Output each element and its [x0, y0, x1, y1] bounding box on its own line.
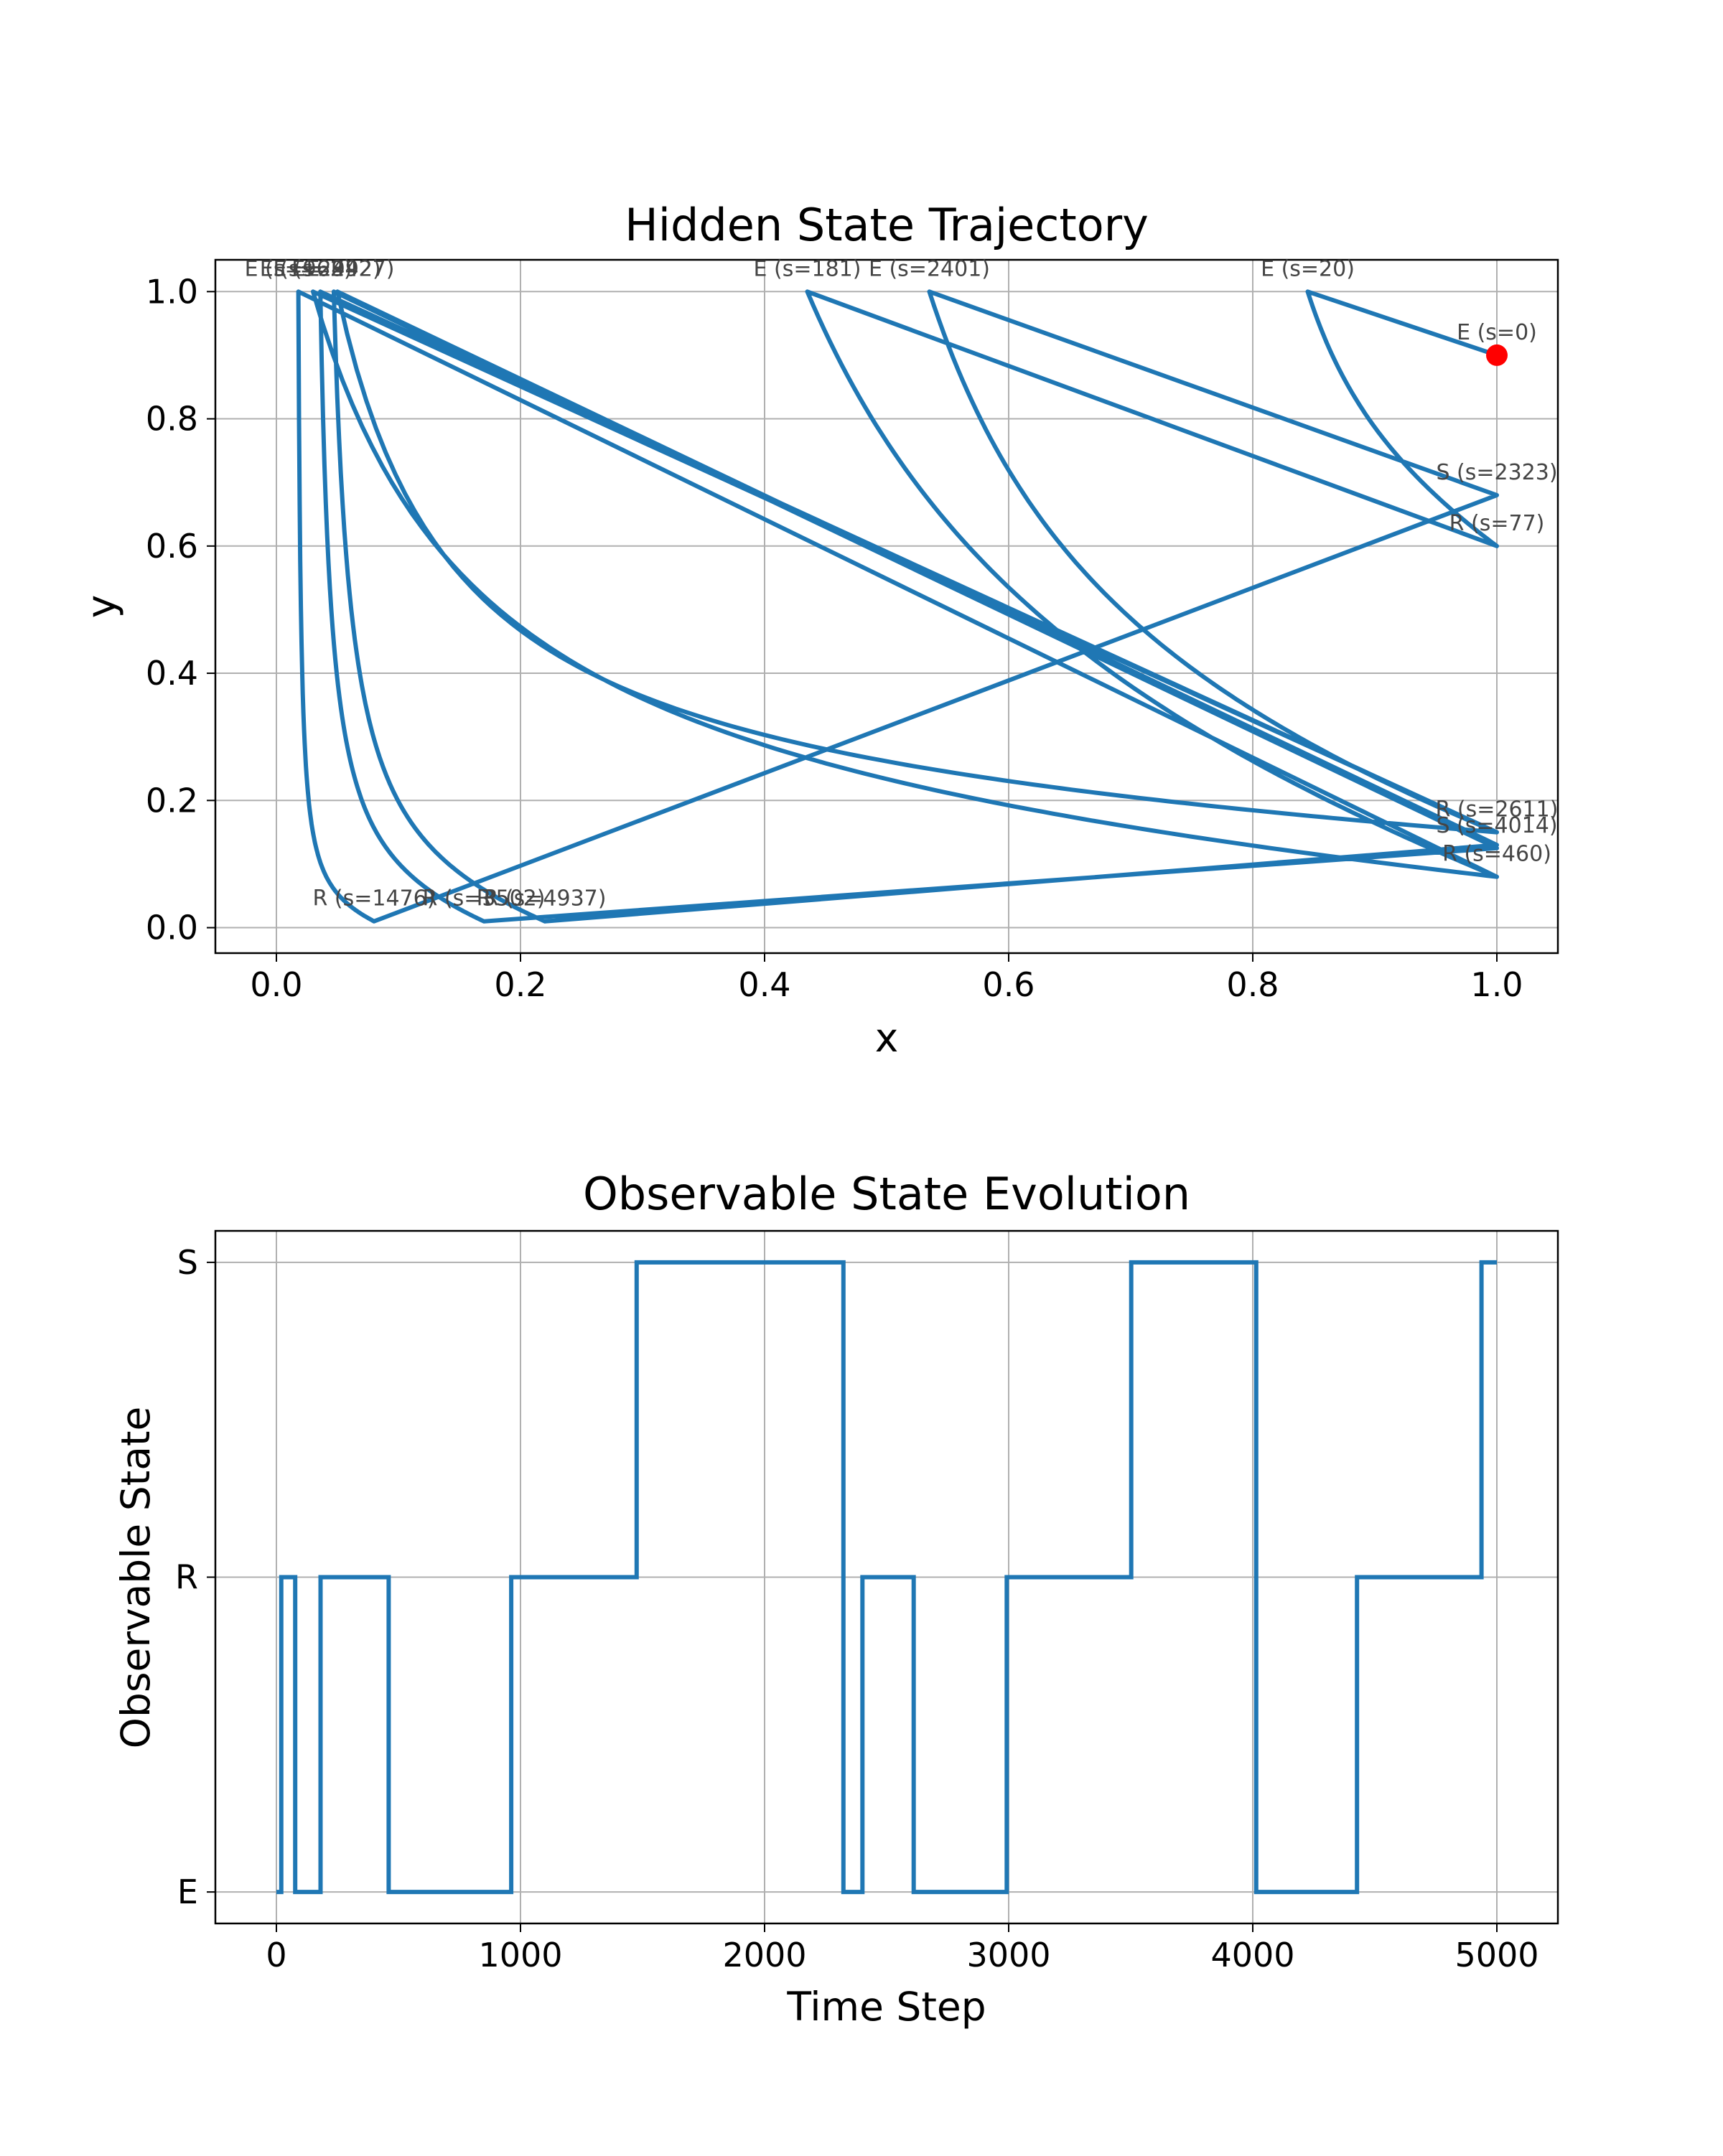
observable-y-tick-label: R: [175, 1558, 198, 1597]
trajectory-annotation: R (s=4937): [484, 886, 607, 911]
trajectory-annotation: S (s=4014): [1436, 813, 1557, 838]
trajectory-start-marker: [1486, 344, 1508, 366]
observable-title: Observable State Evolution: [583, 1168, 1190, 1220]
observable-x-tick-label: 3000: [966, 1936, 1050, 1974]
trajectory-annotations: E (s=0) E (s=20) R (s=77) E (s=181) R (s=460…: [245, 256, 1559, 911]
trajectory-annotation: S (s=2323): [1436, 460, 1557, 485]
trajectory-x-tick-label: 1.0: [1470, 965, 1523, 1004]
observable-y-axis-label: Observable State: [113, 1407, 159, 1749]
observable-y-tick-label: E: [177, 1873, 198, 1911]
trajectory-annotation: R: [477, 886, 492, 911]
trajectory-y-tick-label: 1.0: [146, 272, 198, 311]
trajectory-annotation: R (s=2611): [1436, 797, 1559, 822]
trajectory-annotation: E (s=20): [1261, 256, 1355, 281]
trajectory-grid: [215, 260, 1558, 953]
trajectory-x-tick-label: 0.0: [250, 965, 302, 1004]
observable-y-tick-label: S: [177, 1243, 198, 1282]
trajectory-annotation: E: [331, 256, 345, 281]
trajectory-annotation: R (s=1476): [313, 886, 436, 911]
observable-ticks: 0 1000 2000 3000 4000 5000 E R S: [175, 1243, 1539, 1974]
trajectory-annotation: E (s=962): [245, 256, 352, 281]
trajectory-annotation: R (s=3502): [423, 886, 546, 911]
trajectory-annotation: E (s=2401): [869, 256, 990, 281]
observable-series: [276, 1260, 1497, 1895]
observable-x-tick-label: 2000: [722, 1936, 806, 1974]
trajectory-x-tick-label: 0.8: [1226, 965, 1279, 1004]
trajectory-line: [296, 289, 1499, 924]
trajectory-y-tick-label: 0.4: [146, 654, 198, 693]
trajectory-series: [296, 289, 1508, 924]
observable-x-axis-label: Time Step: [786, 1984, 986, 2030]
trajectory-y-tick-label: 0.8: [146, 400, 198, 439]
observable-step-line: [276, 1260, 1497, 1895]
trajectory-x-tick-label: 0.2: [494, 965, 546, 1004]
trajectory-title: Hidden State Trajectory: [625, 199, 1149, 251]
trajectory-x-tick-label: 0.4: [738, 965, 790, 1004]
trajectory-annotation: E (s=0): [1457, 320, 1537, 345]
trajectory-chart: 0.0 0.2 0.4 0.6 0.8 1.0 0.0 0.2 0.4 0.6 0.8 1.0 E (…: [78, 199, 1559, 1061]
observable-x-tick-label: 0: [266, 1936, 286, 1974]
trajectory-annotation: E (s=181): [754, 256, 862, 281]
trajectory-ticks: 0.0 0.2 0.4 0.6 0.8 1.0 0.0 0.2 0.4 0.6 0.8 1.0: [146, 272, 1523, 1004]
observable-x-tick-label: 5000: [1454, 1936, 1538, 1974]
trajectory-x-tick-label: 0.6: [982, 965, 1035, 1004]
observable-x-tick-label: 1000: [478, 1936, 562, 1974]
observable-chart: 0 1000 2000 3000 4000 5000 E R S Observable Stat…: [113, 1168, 1559, 2030]
trajectory-y-axis-label: y: [78, 595, 124, 619]
trajectory-y-tick-label: 0.2: [146, 781, 198, 820]
trajectory-y-tick-label: 0.0: [146, 909, 198, 947]
trajectory-annotation: E: [291, 256, 305, 281]
trajectory-annotation: R (s=460): [1442, 842, 1551, 867]
observable-x-tick-label: 4000: [1210, 1936, 1294, 1974]
trajectory-x-axis-label: x: [875, 1015, 899, 1061]
trajectory-annotation: E (s=2992): [260, 256, 381, 281]
trajectory-annotation: R (s=77): [1449, 511, 1545, 536]
trajectory-annotation: E: [307, 256, 320, 281]
trajectory-annotation: E (s=4427): [273, 256, 394, 281]
trajectory-y-tick-label: 0.6: [146, 527, 198, 566]
trajectory-plot-frame: [214, 258, 1559, 955]
